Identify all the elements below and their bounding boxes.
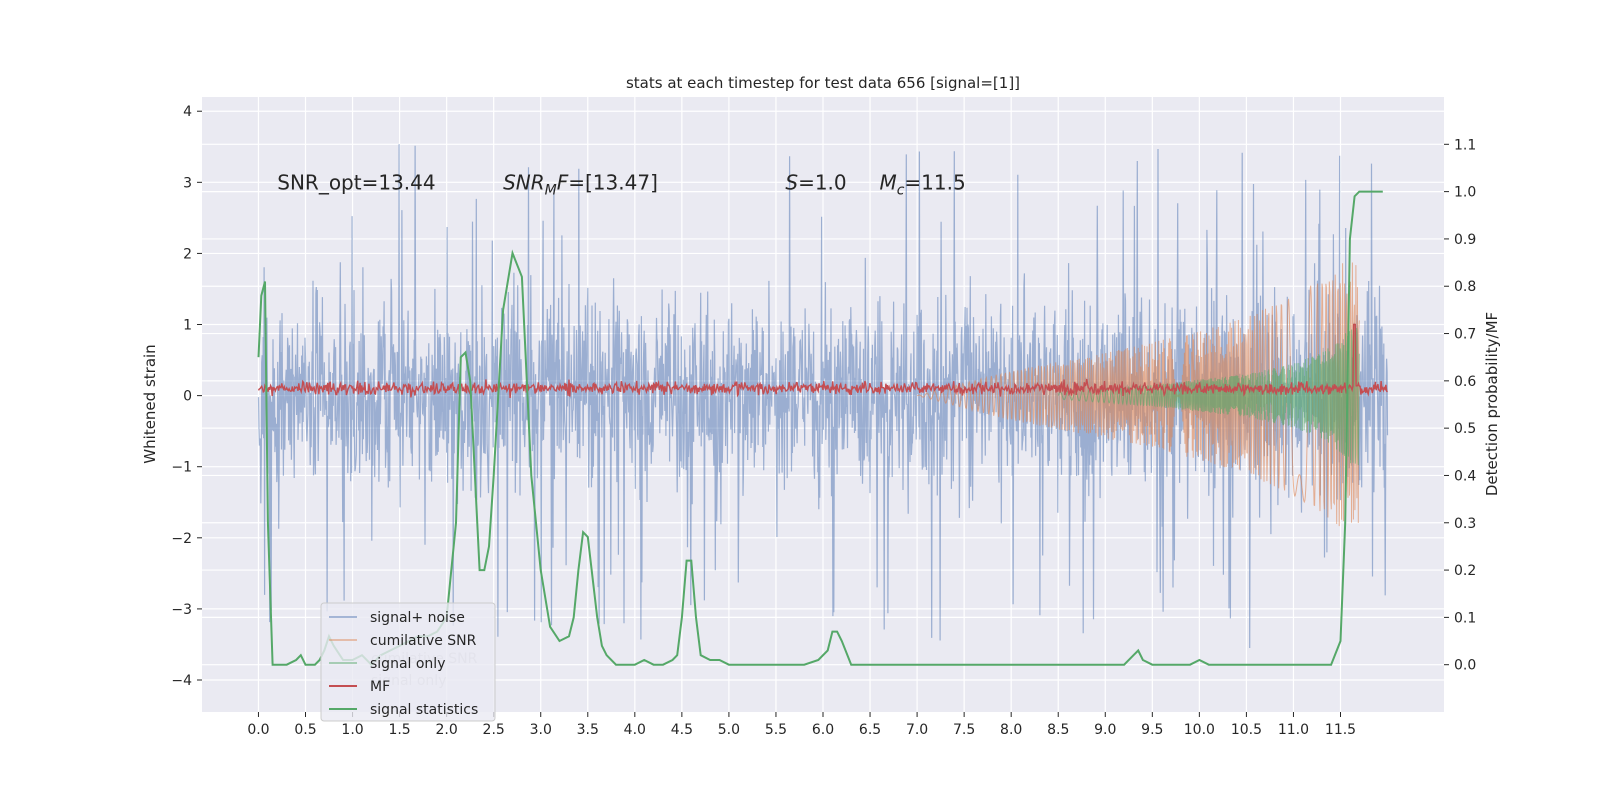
x-tick-label: 8.5 bbox=[1047, 722, 1069, 738]
y-tick-label: −1 bbox=[171, 460, 192, 476]
x-tick-label: 10.0 bbox=[1184, 722, 1215, 738]
x-tick-label: 3.5 bbox=[577, 722, 599, 738]
y-axis-label-right: Detection probability/MF bbox=[1483, 312, 1501, 496]
y-tick-label: 1 bbox=[183, 318, 192, 334]
annotation-math: F bbox=[557, 170, 569, 194]
y-tick-label-right: 0.2 bbox=[1454, 563, 1476, 579]
y-tick-label-right: 0.1 bbox=[1454, 610, 1476, 626]
x-tick-label: 1.0 bbox=[341, 722, 363, 738]
x-tick-label: 3.0 bbox=[530, 722, 552, 738]
y-tick-label: 4 bbox=[183, 104, 192, 120]
legend-label: signal only bbox=[370, 656, 445, 672]
y-tick-label-right: 0.3 bbox=[1454, 516, 1476, 532]
series-mf bbox=[257, 323, 1388, 398]
legend-box bbox=[320, 602, 496, 722]
legend-label: signal+ noise bbox=[370, 610, 465, 626]
x-tick-label: 2.0 bbox=[436, 722, 458, 738]
x-tick-label: 0.0 bbox=[247, 722, 269, 738]
y-tick-label-right: 1.1 bbox=[1454, 137, 1476, 153]
x-tick-label: 7.5 bbox=[953, 722, 975, 738]
x-tick-label: 6.0 bbox=[812, 722, 834, 738]
legend-label: MF bbox=[370, 679, 390, 695]
x-tick-label: 9.5 bbox=[1141, 722, 1163, 738]
y-tick-label: −2 bbox=[171, 531, 192, 547]
annotation-math: SNR bbox=[503, 170, 545, 194]
x-tick-label: 9.0 bbox=[1094, 722, 1116, 738]
y-tick-label-right: 0.4 bbox=[1454, 468, 1476, 484]
annotation-text: =1.0 bbox=[798, 170, 847, 194]
x-tick-label: 2.5 bbox=[483, 722, 505, 738]
y-tick-label-right: 0.7 bbox=[1454, 327, 1476, 343]
y-tick-label: 0 bbox=[183, 389, 192, 405]
annotations: SNR_opt=13.44 SNRMF=[13.47] S=1.0 Mc=11.5 bbox=[277, 170, 965, 198]
chart-title: stats at each timestep for test data 656… bbox=[626, 74, 1020, 92]
y-tick-label: −4 bbox=[171, 673, 192, 689]
series-cumulative-snr bbox=[917, 262, 1360, 527]
axes: 0.0 0.5 1.0 1.5 2.0 2.5 3.0 3.5 4.0 4.5 5.0 5.5 6.0 6… bbox=[171, 104, 1476, 738]
y-tick-label-right: 0.5 bbox=[1454, 421, 1476, 437]
x-tick-label: 5.0 bbox=[718, 722, 740, 738]
x-tick-label: 7.0 bbox=[906, 722, 928, 738]
annotation-math-sub: M bbox=[545, 182, 557, 198]
annotation-math: S bbox=[785, 170, 798, 194]
y-tick-label-right: 1.0 bbox=[1454, 185, 1476, 201]
annotation-2: S=1.0 bbox=[785, 170, 846, 194]
x-tick-label: 0.5 bbox=[294, 722, 316, 738]
y-tick-label-right: 0.0 bbox=[1454, 658, 1476, 674]
x-tick-label: 5.5 bbox=[765, 722, 787, 738]
annotation-1: SNRMF=[13.47] bbox=[503, 170, 658, 198]
y-tick-label: −3 bbox=[171, 602, 192, 618]
annotation-text: =11.5 bbox=[904, 170, 965, 194]
x-tick-label: 4.0 bbox=[624, 722, 646, 738]
y-tick-label-right: 0.8 bbox=[1454, 279, 1476, 295]
annotation-3: Mc=11.5 bbox=[879, 170, 965, 198]
x-tick-label: 4.5 bbox=[671, 722, 693, 738]
legend-label: cumilative SNR bbox=[370, 633, 477, 649]
legend-label: signal statistics bbox=[370, 702, 478, 718]
x-tick-label: 1.5 bbox=[388, 722, 410, 738]
x-tick-label: 6.5 bbox=[859, 722, 881, 738]
series-signal-only bbox=[1057, 327, 1360, 466]
annotation-math: M bbox=[879, 170, 896, 194]
y-tick-label-right: 0.9 bbox=[1454, 232, 1476, 248]
annotation-text: =[13.47] bbox=[568, 170, 658, 194]
x-tick-label: 11.5 bbox=[1325, 722, 1356, 738]
annotation-0: SNR_opt=13.44 bbox=[277, 170, 435, 194]
y-tick-label: 3 bbox=[183, 175, 192, 191]
x-tick-label: 10.5 bbox=[1231, 722, 1262, 738]
y-axis-label: Whitened strain bbox=[141, 344, 159, 463]
annotation-math-sub: c bbox=[897, 182, 905, 198]
y-tick-label: 2 bbox=[183, 246, 192, 262]
x-tick-label: 11.0 bbox=[1278, 722, 1309, 738]
y-tick-label-right: 0.6 bbox=[1454, 374, 1476, 390]
x-tick-label: 8.0 bbox=[1000, 722, 1022, 738]
